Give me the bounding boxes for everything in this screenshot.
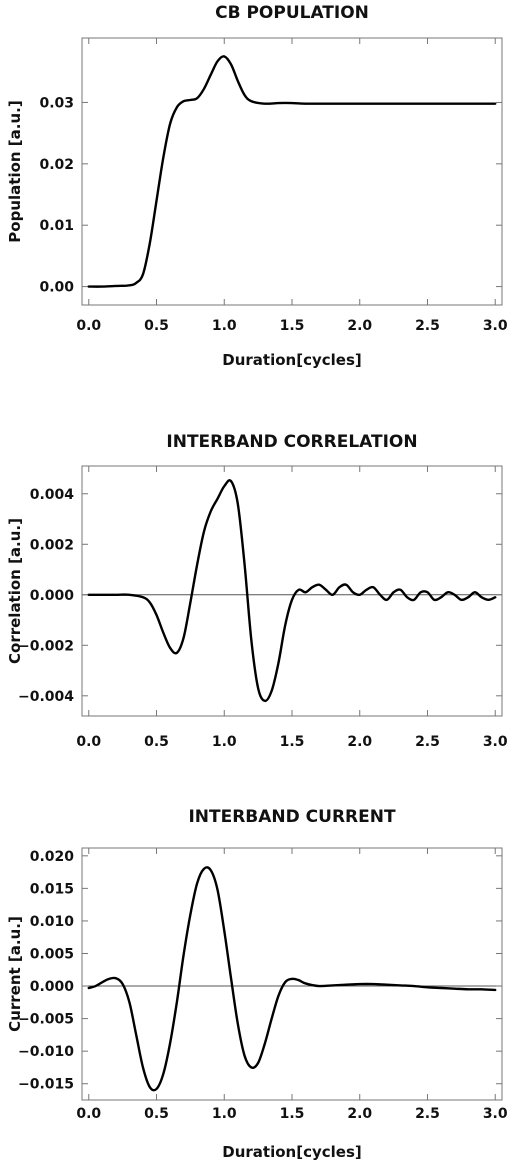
y-tick-label: 0.010 bbox=[30, 914, 75, 930]
x-tick-label: 1.0 bbox=[212, 318, 237, 334]
x-tick-label: 1.5 bbox=[280, 318, 305, 334]
plot-frame bbox=[81, 847, 503, 1101]
chart-title: INTERBAND CURRENT bbox=[188, 807, 396, 827]
y-tick-label: 0.01 bbox=[39, 218, 74, 234]
y-tick-label: 0.000 bbox=[30, 979, 75, 995]
y-tick-label: 0.002 bbox=[30, 537, 74, 553]
chart-panel-2: INTERBAND CORRELATION 0.0 0.5 1.0 1.5 2.0 2.5 3… bbox=[6, 432, 508, 750]
y-tick-label: −0.005 bbox=[18, 1012, 74, 1028]
x-tick-label: 3.0 bbox=[483, 1106, 508, 1122]
y-tick-label: 0.000 bbox=[30, 588, 75, 604]
y-tick-label: −0.010 bbox=[18, 1044, 74, 1060]
x-axis-label: Duration[cycles] bbox=[222, 1143, 361, 1161]
y-tick-label: −0.015 bbox=[18, 1077, 74, 1093]
x-tick-label: 0.0 bbox=[76, 1106, 101, 1122]
y-tick-label: 0.020 bbox=[30, 849, 75, 865]
series-line-1 bbox=[87, 479, 497, 703]
chart-title: INTERBAND CORRELATION bbox=[166, 432, 417, 452]
x-axis-label: Duration[cycles] bbox=[222, 351, 361, 369]
x-tick-label: 1.5 bbox=[280, 1106, 305, 1122]
x-tick-label: 0.0 bbox=[76, 734, 101, 750]
y-tick-label: −0.002 bbox=[18, 638, 74, 654]
series-line-1 bbox=[87, 866, 497, 1092]
x-tick-label: 2.0 bbox=[347, 734, 372, 750]
series-line-1 bbox=[87, 55, 497, 288]
y-tick-label: 0.02 bbox=[39, 157, 74, 173]
chart-panel-3: INTERBAND CURRENT 0.0 0.5 1.0 1.5 2.0 2.5 3.0 0.… bbox=[6, 807, 508, 1161]
y-tick-label: 0.015 bbox=[30, 881, 74, 897]
chart-panel-1: CB POPULATION 0.0 0.5 1.0 1.5 2.0 2.5 3.0 0.00 0.… bbox=[6, 3, 508, 369]
x-tick-label: 0.5 bbox=[144, 734, 169, 750]
x-tick-label: 0.0 bbox=[76, 318, 101, 334]
y-tick-label: 0.004 bbox=[30, 487, 75, 503]
x-tick-label: 3.0 bbox=[483, 318, 508, 334]
y-tick-label: 0.00 bbox=[39, 280, 74, 296]
x-tick-label: 1.0 bbox=[212, 734, 237, 750]
x-tick-label: 2.5 bbox=[415, 318, 440, 334]
y-tick-label: 0.005 bbox=[30, 946, 74, 962]
x-tick-label: 2.5 bbox=[415, 1106, 440, 1122]
x-tick-label: 1.5 bbox=[280, 734, 305, 750]
x-tick-label: 1.0 bbox=[212, 1106, 237, 1122]
x-tick-label: 2.0 bbox=[347, 1106, 372, 1122]
x-tick-label: 3.0 bbox=[483, 734, 508, 750]
y-axis-label: Current [a.u.] bbox=[6, 916, 24, 1032]
x-tick-label: 2.5 bbox=[415, 734, 440, 750]
y-axis-label: Correlation [a.u.] bbox=[6, 518, 24, 664]
plot-frame bbox=[81, 465, 503, 717]
x-tick-label: 2.0 bbox=[347, 318, 372, 334]
y-tick-label: −0.004 bbox=[18, 689, 74, 705]
x-tick-label: 0.5 bbox=[144, 1106, 169, 1122]
y-tick-label: 0.03 bbox=[39, 95, 74, 111]
x-tick-label: 0.5 bbox=[144, 318, 169, 334]
y-axis-label: Population [a.u.] bbox=[6, 100, 24, 242]
chart-title: CB POPULATION bbox=[215, 3, 369, 23]
